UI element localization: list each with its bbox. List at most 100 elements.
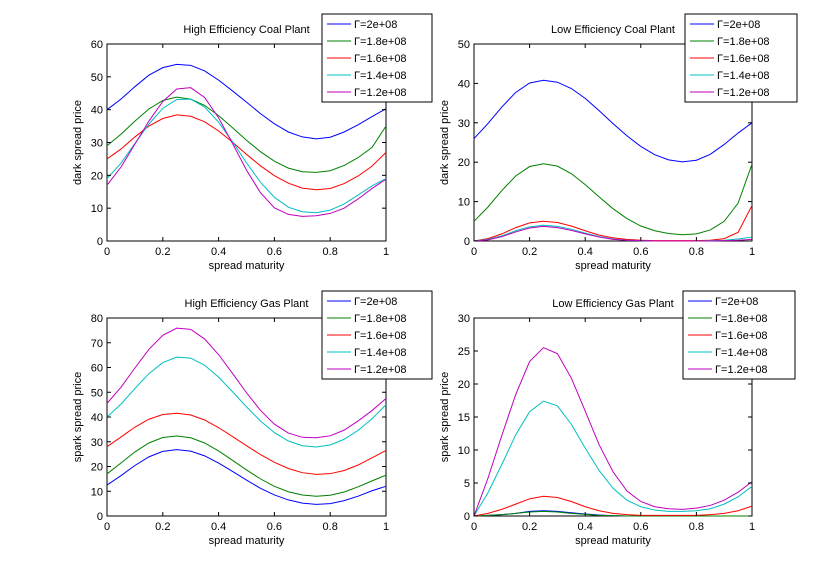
series-line: [106, 87, 387, 217]
series-line: [106, 412, 387, 475]
legend-label: Γ=1.8e+08: [715, 313, 768, 325]
y-tick-label: 20: [458, 379, 470, 391]
series-line: [106, 114, 387, 191]
x-tick-label: 0.6: [267, 521, 282, 533]
chart-title: Low Efficiency Gas Plant: [552, 298, 673, 310]
y-tick-label: 50: [91, 387, 103, 399]
x-tick-label: 0.4: [578, 521, 593, 533]
legend-label: Γ=1.2e+08: [354, 364, 407, 376]
series-line: [106, 98, 387, 214]
y-tick-label: 10: [91, 486, 103, 498]
x-tick-label: 0.6: [633, 246, 648, 258]
legend-box: [321, 13, 433, 103]
chart-title: Low Efficiency Coal Plant: [551, 24, 675, 36]
y-axis-label: spark spread price: [439, 372, 451, 463]
legend: Γ=2e+08 Γ=1.8e+08 Γ=1.6e+08 Γ=1.4e+08 Γ=1.2e…: [321, 13, 433, 103]
y-tick-label: 60: [91, 363, 103, 375]
y-tick-label: 0: [464, 511, 470, 523]
legend-label: Γ=1.2e+08: [717, 87, 770, 99]
legend-label: Γ=2e+08: [354, 19, 397, 31]
series-line: [106, 356, 387, 448]
y-tick-label: 0: [97, 236, 103, 248]
y-tick-label: 15: [458, 412, 470, 424]
y-tick-label: 60: [91, 39, 103, 51]
legend-label: Γ=1.4e+08: [715, 347, 768, 359]
y-tick-label: 30: [91, 138, 103, 150]
legend-label: Γ=2e+08: [354, 296, 397, 308]
y-axis-label: dark spread price: [439, 100, 451, 185]
series-line: [473, 163, 753, 236]
x-tick-label: 0.8: [689, 246, 704, 258]
legend-label: Γ=1.8e+08: [354, 313, 407, 325]
y-tick-label: 30: [458, 313, 470, 325]
y-tick-label: 80: [91, 313, 103, 325]
y-tick-label: 10: [458, 197, 470, 209]
x-tick-label: 0.6: [633, 521, 648, 533]
legend-label: Γ=2e+08: [717, 19, 760, 31]
y-tick-label: 30: [458, 118, 470, 130]
y-tick-label: 40: [458, 78, 470, 90]
legend-label: Γ=1.2e+08: [715, 364, 768, 376]
y-tick-label: 50: [458, 39, 470, 51]
x-axis-label: spread maturity: [209, 260, 285, 272]
chart-title: High Efficiency Coal Plant: [183, 24, 309, 36]
x-tick-label: 0: [104, 521, 110, 533]
series-line: [473, 400, 753, 517]
series-line: [106, 96, 387, 173]
x-tick-label: 0.2: [155, 521, 170, 533]
x-axis-label: spread maturity: [575, 260, 651, 272]
x-tick-label: 0.8: [689, 521, 704, 533]
x-tick-label: 0.4: [211, 246, 226, 258]
y-tick-label: 5: [464, 478, 470, 490]
legend-label: Γ=1.4e+08: [354, 347, 407, 359]
x-tick-label: 1: [383, 246, 389, 258]
y-tick-label: 40: [91, 105, 103, 117]
y-tick-label: 10: [91, 203, 103, 215]
legend-label: Γ=1.4e+08: [717, 70, 770, 82]
legend-label: Γ=1.8e+08: [354, 36, 407, 48]
y-tick-label: 0: [464, 236, 470, 248]
y-tick-label: 40: [91, 412, 103, 424]
x-tick-label: 0.4: [211, 521, 226, 533]
series-line: [106, 435, 387, 497]
x-tick-label: 0.4: [578, 246, 593, 258]
chart-title: High Efficiency Gas Plant: [185, 298, 309, 310]
y-tick-label: 20: [91, 170, 103, 182]
series-line: [106, 63, 387, 140]
y-tick-label: 10: [458, 445, 470, 457]
x-tick-label: 1: [383, 521, 389, 533]
series-line: [473, 347, 753, 517]
y-tick-label: 20: [458, 157, 470, 169]
y-axis-label: spark spread price: [72, 372, 84, 463]
legend-label: Γ=1.8e+08: [717, 36, 770, 48]
x-axis-label: spread maturity: [575, 535, 651, 547]
series-line: [106, 449, 387, 505]
x-tick-label: 0: [104, 246, 110, 258]
y-tick-label: 0: [97, 511, 103, 523]
legend-label: Γ=1.6e+08: [717, 53, 770, 65]
x-tick-label: 0.2: [522, 521, 537, 533]
series-line: [106, 327, 387, 439]
series-line: [473, 495, 753, 517]
series-line: [473, 510, 752, 517]
legend-label: Γ=2e+08: [715, 296, 758, 308]
x-tick-label: 0.2: [155, 246, 170, 258]
legend-label: Γ=1.6e+08: [354, 53, 407, 65]
legend: Γ=2e+08 Γ=1.8e+08 Γ=1.6e+08 Γ=1.4e+08 Γ=1.2e…: [684, 13, 798, 103]
series-line: [473, 225, 753, 242]
x-tick-label: 0: [471, 246, 477, 258]
x-tick-label: 0.8: [323, 246, 338, 258]
x-tick-label: 1: [749, 246, 755, 258]
y-axis-label: dark spread price: [72, 100, 84, 185]
legend-label: Γ=1.4e+08: [354, 70, 407, 82]
y-tick-label: 70: [91, 338, 103, 350]
series-line: [473, 79, 753, 163]
x-tick-label: 1: [749, 521, 755, 533]
x-tick-label: 0: [471, 521, 477, 533]
y-tick-label: 20: [91, 462, 103, 474]
legend: Γ=2e+08 Γ=1.8e+08 Γ=1.6e+08 Γ=1.4e+08 Γ=1.2e…: [321, 290, 433, 380]
